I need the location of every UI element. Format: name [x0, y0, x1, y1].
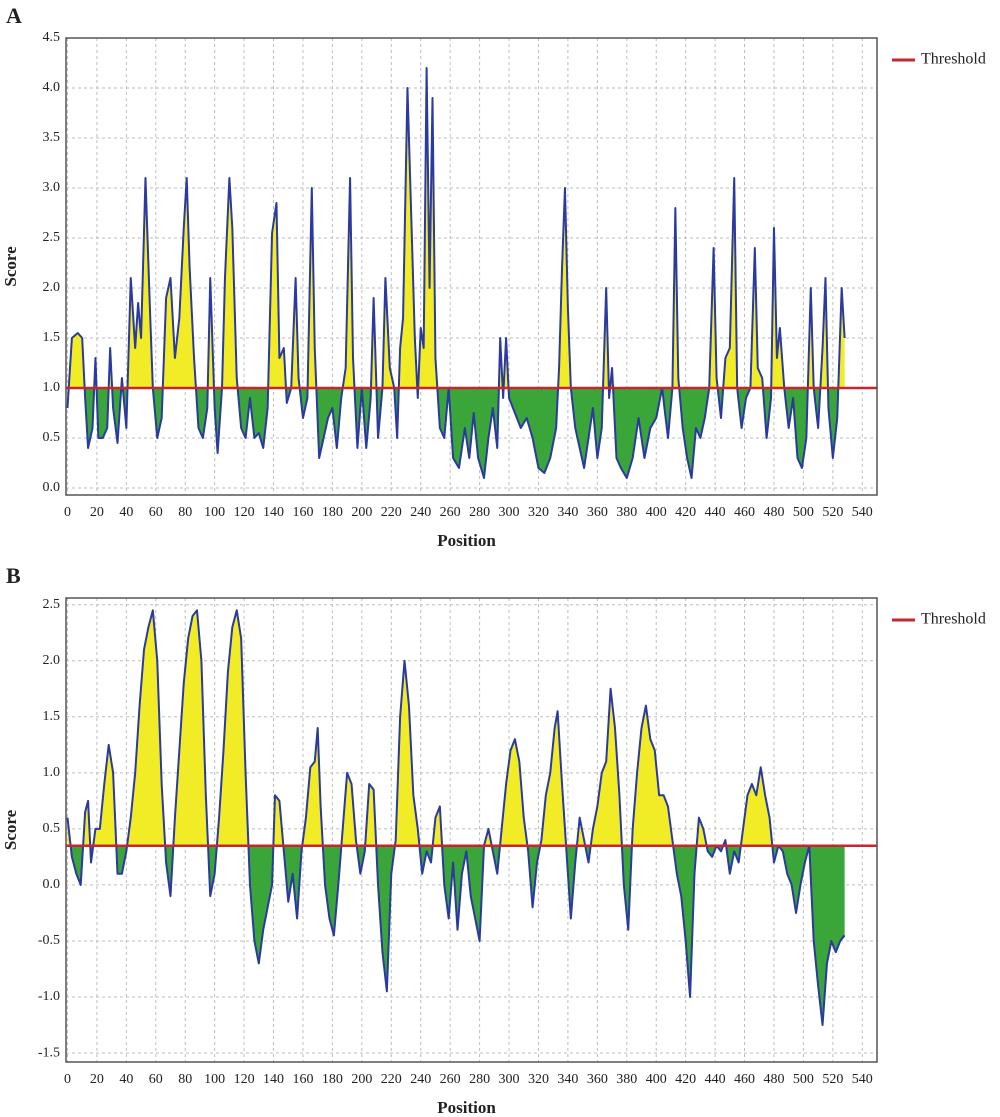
x-tick-label: 100 — [204, 1072, 225, 1087]
chart-panel: B Score Position 0 20 40 60 80 100 120 140 160 180 20… — [1, 563, 986, 1117]
x-tick-label: 300 — [499, 505, 520, 520]
x-tick-label: 420 — [675, 505, 696, 520]
panel-label: B — [6, 563, 21, 588]
x-axis-label: Position — [437, 1098, 496, 1117]
legend-label: Threshold — [921, 611, 986, 628]
x-tick-label: 280 — [469, 505, 490, 520]
x-tick-label: 440 — [705, 1072, 726, 1087]
x-tick-label: 280 — [469, 1072, 490, 1087]
x-tick-label: 420 — [675, 1072, 696, 1087]
x-tick-label: 120 — [234, 1072, 255, 1087]
x-tick-label: 340 — [557, 1072, 578, 1087]
x-tick-label: 400 — [646, 505, 667, 520]
x-tick-label: 460 — [734, 1072, 755, 1087]
y-tick-label: 0.0 — [43, 480, 61, 495]
y-tick-label: -1.0 — [38, 989, 60, 1004]
x-tick-label: 440 — [705, 505, 726, 520]
area-below — [67, 845, 845, 1026]
x-tick-label: 60 — [149, 505, 163, 520]
x-tick-label: 300 — [499, 1072, 520, 1087]
x-tick-label: 460 — [734, 505, 755, 520]
x-tick-label: 40 — [119, 1072, 133, 1087]
y-tick-label: -0.5 — [38, 933, 60, 948]
y-tick-label: 0.0 — [43, 877, 61, 892]
x-tick-label: 340 — [557, 505, 578, 520]
x-tick-label: 320 — [528, 1072, 549, 1087]
x-tick-label: 220 — [381, 505, 402, 520]
x-tick-label: 160 — [292, 1072, 313, 1087]
area-above — [67, 68, 845, 388]
y-axis-label: Score — [1, 809, 20, 850]
x-tick-label: 500 — [793, 1072, 814, 1087]
x-tick-label: 520 — [822, 1072, 843, 1087]
x-tick-label: 360 — [587, 505, 608, 520]
x-tick-label: 400 — [646, 1072, 667, 1087]
x-tick-label: 100 — [204, 505, 225, 520]
y-tick-label: 4.0 — [43, 80, 61, 95]
x-tick-label: 180 — [322, 505, 343, 520]
x-tick-label: 260 — [440, 1072, 461, 1087]
x-tick-label: 20 — [90, 505, 104, 520]
score-line — [66, 67, 846, 479]
x-tick-label: 260 — [440, 505, 461, 520]
x-tick-label: 380 — [616, 505, 637, 520]
x-tick-label: 140 — [263, 1072, 284, 1087]
x-tick-label: 200 — [351, 505, 372, 520]
y-tick-label: 0.5 — [43, 430, 61, 445]
y-tick-label: 2.5 — [43, 230, 61, 245]
y-tick-label: -1.5 — [38, 1045, 60, 1060]
x-tick-label: 20 — [90, 1072, 104, 1087]
x-tick-label: 540 — [852, 1072, 873, 1087]
plot-frame — [65, 37, 878, 496]
x-axis-label: Position — [437, 531, 496, 550]
x-tick-label: 540 — [852, 505, 873, 520]
y-tick-label: 3.5 — [43, 130, 61, 145]
x-tick-label: 320 — [528, 505, 549, 520]
y-tick-label: 1.5 — [43, 709, 61, 724]
x-tick-label: 40 — [119, 505, 133, 520]
chart-panel: A Score Position 0 20 40 60 80 100 120 140 160 180 20… — [1, 3, 986, 550]
area-below — [67, 388, 845, 478]
x-tick-label: 0 — [64, 1072, 71, 1087]
y-tick-label: 0.5 — [43, 821, 61, 836]
x-tick-label: 520 — [822, 505, 843, 520]
panel-label: A — [6, 3, 22, 28]
x-tick-label: 200 — [351, 1072, 372, 1087]
y-tick-label: 3.0 — [43, 180, 61, 195]
x-tick-label: 480 — [763, 505, 784, 520]
x-tick-label: 80 — [178, 505, 192, 520]
x-tick-label: 480 — [763, 1072, 784, 1087]
x-tick-label: 220 — [381, 1072, 402, 1087]
x-tick-label: 140 — [263, 505, 284, 520]
x-tick-label: 80 — [178, 1072, 192, 1087]
y-tick-label: 1.0 — [43, 765, 61, 780]
y-tick-label: 1.0 — [43, 380, 61, 395]
plot-frame — [65, 597, 878, 1063]
y-tick-label: 2.0 — [43, 653, 61, 668]
y-tick-label: 4.5 — [43, 30, 61, 45]
x-tick-label: 240 — [410, 505, 431, 520]
y-tick-label: 2.0 — [43, 280, 61, 295]
score-line — [66, 609, 846, 1027]
area-above — [67, 610, 773, 846]
x-tick-label: 380 — [616, 1072, 637, 1087]
x-tick-label: 240 — [410, 1072, 431, 1087]
x-tick-label: 180 — [322, 1072, 343, 1087]
x-tick-label: 360 — [587, 1072, 608, 1087]
x-tick-label: 0 — [64, 505, 71, 520]
y-axis-label: Score — [1, 246, 20, 287]
y-tick-label: 2.5 — [43, 597, 61, 612]
x-tick-label: 60 — [149, 1072, 163, 1087]
x-tick-label: 120 — [234, 505, 255, 520]
x-tick-label: 160 — [292, 505, 313, 520]
x-tick-label: 500 — [793, 505, 814, 520]
y-tick-label: 1.5 — [43, 330, 61, 345]
legend-label: Threshold — [921, 51, 986, 68]
